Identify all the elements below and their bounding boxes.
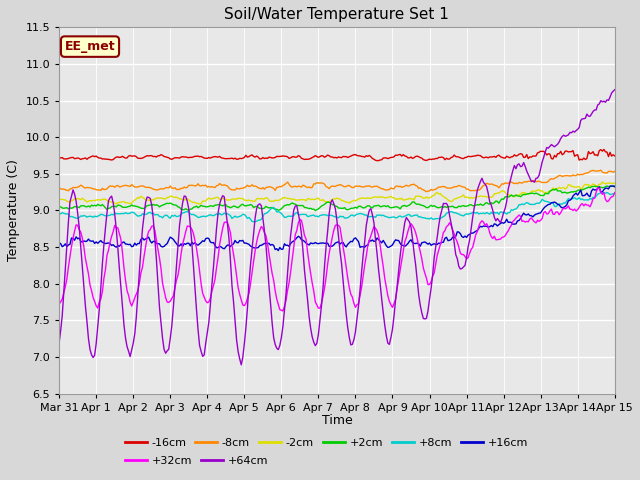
+64cm [237, 362, 245, 368]
+16cm [404, 240, 412, 246]
+64cm [55, 340, 63, 346]
Line: +8cm: +8cm [59, 192, 614, 222]
+32cm [279, 308, 287, 314]
+32cm [392, 297, 399, 302]
+8cm [545, 199, 552, 204]
-16cm [55, 155, 63, 160]
+16cm [611, 184, 618, 190]
-16cm [373, 158, 381, 164]
Legend: +32cm, +64cm: +32cm, +64cm [120, 452, 273, 470]
+64cm [545, 145, 552, 151]
+32cm [71, 228, 79, 234]
+8cm [373, 212, 381, 218]
-16cm [600, 146, 608, 152]
+2cm [159, 202, 166, 208]
-2cm [611, 180, 618, 186]
-16cm [372, 157, 380, 163]
+32cm [611, 190, 618, 195]
+64cm [392, 297, 399, 303]
+64cm [404, 217, 412, 223]
+64cm [159, 335, 166, 341]
+16cm [55, 240, 63, 245]
-8cm [159, 186, 166, 192]
Title: Soil/Water Temperature Set 1: Soil/Water Temperature Set 1 [225, 7, 449, 22]
+32cm [545, 211, 552, 216]
+2cm [392, 204, 399, 210]
+32cm [159, 280, 166, 286]
+16cm [609, 183, 617, 189]
+32cm [373, 228, 381, 234]
-16cm [404, 155, 412, 161]
+32cm [55, 301, 63, 307]
-8cm [403, 182, 410, 188]
+16cm [392, 237, 399, 243]
+2cm [373, 203, 381, 208]
+8cm [252, 219, 259, 225]
+2cm [71, 204, 79, 209]
Y-axis label: Temperature (C): Temperature (C) [7, 159, 20, 262]
Line: -2cm: -2cm [59, 182, 614, 204]
+8cm [71, 215, 79, 220]
+8cm [159, 215, 166, 221]
-16cm [611, 153, 618, 159]
-8cm [422, 189, 430, 194]
Line: -16cm: -16cm [59, 149, 614, 161]
+16cm [71, 238, 79, 243]
+2cm [404, 203, 412, 209]
Line: +64cm: +64cm [59, 90, 614, 365]
+2cm [611, 183, 618, 189]
-2cm [404, 196, 412, 202]
-2cm [392, 196, 399, 202]
Line: +16cm: +16cm [59, 186, 614, 251]
-16cm [71, 156, 79, 162]
-8cm [372, 183, 380, 189]
+8cm [611, 191, 618, 197]
+16cm [159, 244, 166, 250]
+16cm [373, 235, 381, 241]
-2cm [159, 195, 166, 201]
-16cm [545, 151, 552, 156]
-8cm [545, 179, 552, 184]
+64cm [611, 87, 618, 93]
-16cm [159, 153, 166, 158]
-2cm [196, 201, 204, 207]
+32cm [404, 228, 412, 234]
+8cm [55, 211, 63, 217]
Line: -8cm: -8cm [59, 170, 614, 192]
Text: EE_met: EE_met [65, 40, 115, 53]
+64cm [71, 192, 79, 197]
+2cm [312, 208, 319, 214]
-2cm [545, 189, 552, 194]
+16cm [275, 248, 282, 253]
-8cm [611, 168, 618, 174]
+32cm [594, 185, 602, 191]
Line: +32cm: +32cm [59, 188, 614, 311]
-8cm [597, 167, 605, 173]
-2cm [598, 179, 606, 185]
+2cm [55, 204, 63, 209]
+2cm [545, 191, 552, 197]
+8cm [404, 212, 412, 217]
X-axis label: Time: Time [321, 414, 352, 427]
-8cm [71, 185, 79, 191]
-2cm [71, 196, 79, 202]
+64cm [373, 251, 381, 256]
+8cm [603, 190, 611, 195]
-8cm [390, 186, 398, 192]
-16cm [392, 152, 399, 158]
+16cm [545, 202, 552, 207]
-8cm [55, 185, 63, 191]
-2cm [373, 194, 381, 200]
Line: +2cm: +2cm [59, 186, 614, 211]
+8cm [392, 215, 399, 221]
-2cm [55, 196, 63, 202]
